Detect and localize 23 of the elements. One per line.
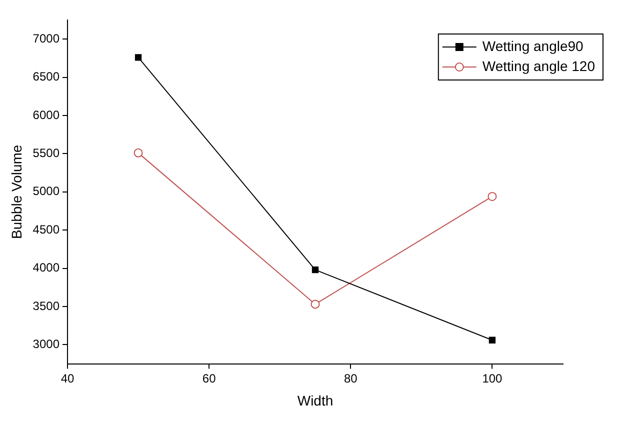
- y-tick-label: 6500: [32, 70, 60, 84]
- x-tick-label: 40: [60, 371, 74, 386]
- x-tick-label: 60: [202, 371, 216, 386]
- y-axis-title: Bubble Volume: [8, 144, 24, 239]
- y-tick-label: 4000: [32, 260, 60, 275]
- point: [488, 192, 497, 201]
- legend-label: Wetting angle 120: [482, 58, 596, 74]
- y-tick-label: 4500: [32, 222, 60, 236]
- point: [488, 336, 496, 344]
- point: [310, 300, 320, 309]
- x-axis-title: Width: [297, 392, 334, 408]
- x-tick-label: 100: [482, 371, 503, 386]
- y-tick-label: 3000: [32, 337, 60, 352]
- point: [312, 266, 319, 274]
- legend-label: Wetting angle90: [482, 38, 584, 54]
- y-tick-label: 6000: [32, 108, 60, 122]
- y-tick-label: 3500: [32, 298, 60, 313]
- y-tick-label: 5500: [32, 146, 60, 160]
- point: [134, 148, 143, 158]
- y-tick-label: 7000: [32, 31, 60, 46]
- y-tick-label: 5000: [32, 184, 60, 198]
- point: [134, 54, 142, 61]
- x-tick-label: 80: [344, 371, 358, 386]
